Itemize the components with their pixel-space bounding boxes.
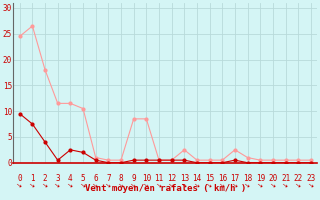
Text: ↘: ↘ [130, 182, 137, 189]
X-axis label: Vent moyen/en rafales ( km/h ): Vent moyen/en rafales ( km/h ) [85, 184, 246, 193]
Text: ↘: ↘ [219, 182, 226, 189]
Text: ↘: ↘ [295, 182, 302, 189]
Text: ↘: ↘ [105, 182, 112, 189]
Text: ↘: ↘ [79, 182, 87, 189]
Text: ↘: ↘ [67, 182, 74, 189]
Text: ↘: ↘ [282, 182, 289, 189]
Text: ↘: ↘ [206, 182, 213, 189]
Text: ↘: ↘ [181, 182, 188, 189]
Text: ↘: ↘ [92, 182, 99, 189]
Text: ↘: ↘ [231, 182, 238, 189]
Text: ↘: ↘ [16, 182, 23, 189]
Text: ↘: ↘ [156, 182, 163, 189]
Text: ↘: ↘ [143, 182, 150, 189]
Text: ↘: ↘ [257, 182, 264, 189]
Text: ↘: ↘ [117, 182, 124, 189]
Text: ↘: ↘ [193, 182, 201, 189]
Text: ↘: ↘ [269, 182, 276, 189]
Text: ↘: ↘ [307, 182, 315, 189]
Text: ↘: ↘ [244, 182, 251, 189]
Text: ↘: ↘ [168, 182, 175, 189]
Text: ↘: ↘ [42, 182, 49, 189]
Text: ↘: ↘ [54, 182, 61, 189]
Text: ↘: ↘ [29, 182, 36, 189]
